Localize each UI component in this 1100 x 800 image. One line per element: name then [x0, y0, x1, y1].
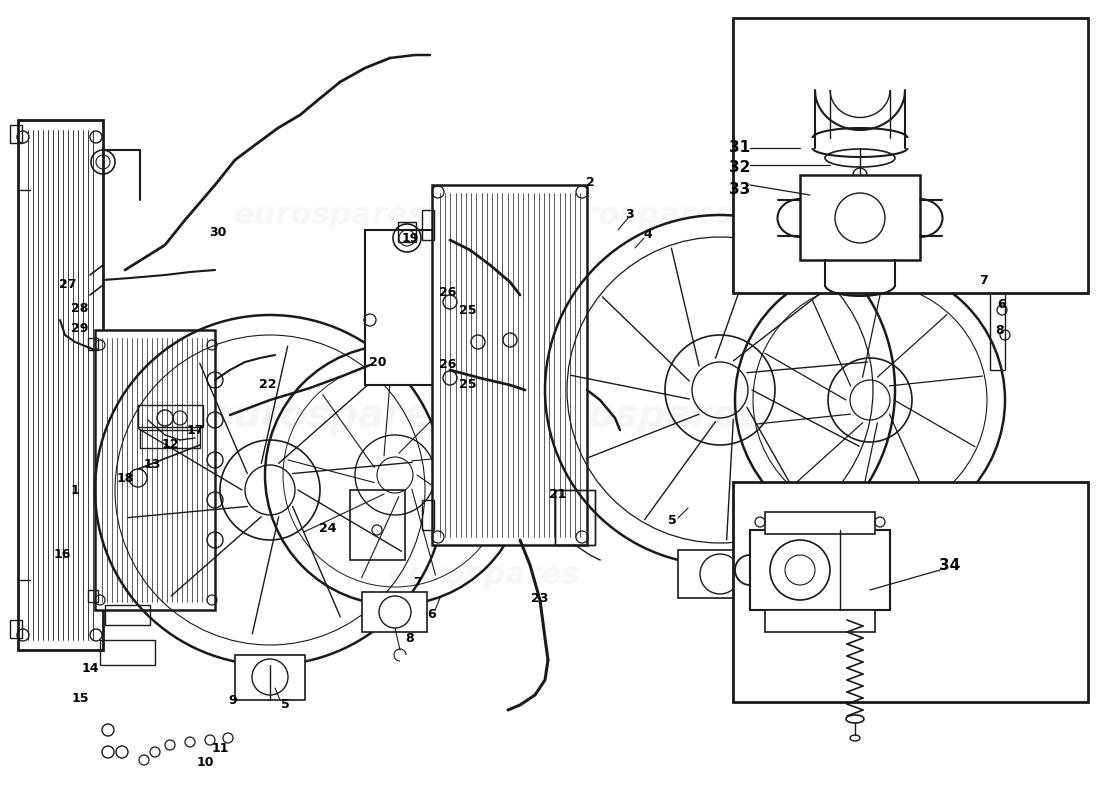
Bar	[678, 550, 763, 598]
Text: 22: 22	[260, 378, 277, 391]
Bar	[800, 175, 920, 260]
Text: 20: 20	[370, 355, 387, 369]
Text: 25: 25	[460, 378, 476, 391]
Text: eurospares: eurospares	[515, 397, 761, 435]
Text: 8: 8	[406, 631, 415, 645]
Text: 4: 4	[644, 229, 652, 242]
Text: 21: 21	[549, 489, 566, 502]
Text: 31: 31	[729, 141, 750, 155]
Bar	[100, 640, 155, 665]
Text: 16: 16	[53, 549, 70, 562]
Bar	[764, 512, 875, 534]
Text: 10: 10	[196, 755, 213, 769]
Polygon shape	[556, 490, 595, 545]
Text: eurospares: eurospares	[207, 397, 453, 435]
Bar	[95, 330, 214, 610]
Text: 25: 25	[460, 303, 476, 317]
Bar	[235, 655, 305, 700]
Text: 3: 3	[626, 209, 635, 222]
Bar	[990, 270, 1005, 370]
Text: 7: 7	[414, 575, 422, 589]
Text: 28: 28	[72, 302, 89, 314]
Text: 1: 1	[70, 483, 79, 497]
Text: 15: 15	[72, 691, 89, 705]
Text: 26: 26	[439, 286, 456, 298]
Text: 13: 13	[143, 458, 161, 471]
Text: 33: 33	[729, 182, 750, 198]
Bar	[10, 125, 22, 143]
Text: 23: 23	[531, 591, 549, 605]
Text: 6: 6	[428, 607, 437, 621]
Bar	[10, 620, 22, 638]
Text: 7: 7	[980, 274, 989, 286]
Text: 5: 5	[668, 514, 676, 526]
Bar	[422, 210, 435, 240]
Bar	[362, 592, 427, 632]
Text: 30: 30	[209, 226, 227, 238]
Bar	[432, 185, 587, 545]
Text: 6: 6	[998, 298, 1006, 311]
Bar	[556, 490, 595, 545]
Text: 29: 29	[72, 322, 89, 334]
Bar	[733, 482, 1088, 702]
Text: 12: 12	[162, 438, 178, 451]
Bar	[350, 490, 405, 560]
Text: 14: 14	[81, 662, 99, 674]
Text: 8: 8	[996, 323, 1004, 337]
Bar	[764, 610, 875, 632]
Bar	[18, 120, 103, 650]
Text: 9: 9	[229, 694, 238, 706]
Text: 32: 32	[729, 161, 750, 175]
Text: 34: 34	[939, 558, 960, 573]
Text: 24: 24	[319, 522, 337, 534]
Bar	[138, 405, 204, 427]
Text: 19: 19	[402, 231, 419, 245]
Text: eurospares: eurospares	[387, 562, 581, 590]
Text: eurospares: eurospares	[541, 202, 735, 230]
Bar	[88, 338, 98, 350]
Text: 18: 18	[117, 471, 134, 485]
Text: 17: 17	[186, 423, 204, 437]
Text: 26: 26	[439, 358, 456, 371]
Bar	[398, 222, 416, 242]
Bar	[733, 18, 1088, 293]
Text: 11: 11	[211, 742, 229, 754]
Bar	[88, 590, 98, 602]
Bar	[140, 430, 200, 448]
Bar	[104, 605, 150, 625]
Text: eurospares: eurospares	[233, 202, 427, 230]
Text: 2: 2	[585, 175, 594, 189]
Bar	[422, 500, 435, 530]
Bar	[365, 230, 450, 385]
Text: 5: 5	[280, 698, 289, 711]
Bar	[833, 508, 909, 552]
Text: 27: 27	[59, 278, 77, 291]
Bar	[750, 530, 890, 610]
